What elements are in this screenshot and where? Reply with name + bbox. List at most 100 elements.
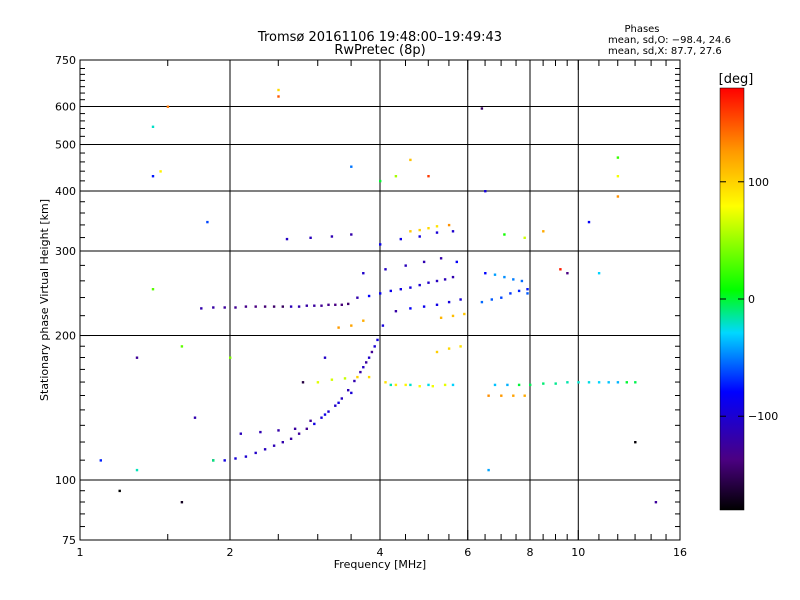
data-point bbox=[399, 237, 402, 241]
data-point bbox=[281, 305, 284, 308]
y-tick-label: 75 bbox=[62, 534, 76, 547]
data-point bbox=[480, 300, 484, 304]
data-point bbox=[301, 381, 305, 384]
data-point bbox=[529, 383, 532, 387]
y-tick-label: 200 bbox=[55, 330, 76, 343]
y-tick-labels: 75 100 200 300 400 500 600 750 bbox=[55, 54, 76, 547]
data-point bbox=[244, 455, 248, 458]
legend-line-o: mean, sd,O: −98.4, 24.6 bbox=[608, 35, 731, 46]
data-point bbox=[350, 391, 353, 395]
data-point bbox=[418, 228, 421, 232]
x-tick-labels: 1 2 4 6 8 10 16 bbox=[77, 546, 688, 559]
data-point bbox=[493, 383, 497, 387]
data-point bbox=[327, 303, 330, 306]
data-point bbox=[212, 306, 215, 309]
data-point bbox=[347, 389, 350, 392]
data-point bbox=[554, 382, 557, 385]
data-point bbox=[484, 272, 487, 275]
data-point bbox=[542, 382, 545, 385]
data-point bbox=[180, 501, 184, 504]
data-point bbox=[379, 292, 382, 295]
data-point bbox=[512, 278, 515, 281]
data-point bbox=[384, 268, 387, 271]
data-point bbox=[404, 383, 407, 387]
data-point bbox=[259, 430, 262, 434]
data-point bbox=[451, 275, 455, 279]
y-tick-label: 100 bbox=[55, 474, 76, 487]
data-point bbox=[447, 347, 451, 350]
data-point bbox=[376, 338, 379, 342]
data-point bbox=[263, 305, 267, 308]
data-point bbox=[443, 278, 447, 281]
data-point bbox=[654, 501, 658, 504]
data-point bbox=[313, 304, 316, 307]
x-tick-label: 2 bbox=[227, 546, 234, 559]
data-point bbox=[239, 432, 242, 435]
data-point bbox=[356, 375, 359, 379]
data-point bbox=[523, 394, 526, 397]
data-point bbox=[634, 381, 637, 384]
data-point bbox=[350, 165, 353, 168]
data-point bbox=[254, 305, 257, 308]
data-point bbox=[463, 312, 466, 316]
data-point bbox=[151, 175, 155, 178]
x-tick-label: 1 bbox=[77, 546, 84, 559]
data-point bbox=[435, 231, 439, 234]
data-point bbox=[566, 272, 569, 275]
data-point bbox=[542, 230, 545, 233]
data-point bbox=[277, 88, 280, 92]
data-point bbox=[587, 381, 591, 384]
data-point bbox=[343, 377, 347, 380]
data-point bbox=[334, 303, 337, 306]
data-point bbox=[394, 175, 398, 178]
data-point bbox=[229, 356, 232, 359]
data-point bbox=[381, 324, 385, 327]
data-point bbox=[367, 294, 371, 298]
data-point bbox=[512, 394, 515, 397]
data-point bbox=[309, 236, 312, 239]
data-point bbox=[234, 306, 237, 309]
data-point bbox=[234, 457, 237, 460]
data-point bbox=[394, 383, 398, 387]
y-tick-label: 600 bbox=[55, 101, 76, 114]
data-point bbox=[616, 156, 620, 159]
data-point bbox=[353, 379, 356, 383]
data-point bbox=[566, 381, 569, 384]
data-point bbox=[309, 419, 312, 422]
x-axis-label: Frequency [MHz] bbox=[334, 558, 426, 571]
chart-subtitle: RwPretec (8p) bbox=[334, 43, 425, 58]
data-point bbox=[320, 304, 323, 307]
legend-title: Phases bbox=[624, 24, 659, 35]
data-point bbox=[607, 381, 610, 384]
data-point bbox=[409, 230, 412, 233]
data-point bbox=[297, 432, 301, 435]
data-point bbox=[362, 366, 365, 369]
data-point bbox=[427, 175, 430, 178]
data-point bbox=[347, 302, 350, 306]
data-point bbox=[418, 283, 421, 287]
data-point bbox=[337, 326, 340, 329]
data-point bbox=[289, 305, 293, 308]
data-point bbox=[427, 383, 430, 387]
y-tick-label: 750 bbox=[55, 54, 76, 67]
data-point bbox=[272, 305, 276, 308]
data-point bbox=[404, 264, 407, 267]
data-point bbox=[409, 158, 412, 162]
data-point bbox=[418, 235, 421, 238]
y-tick-label: 500 bbox=[55, 139, 76, 152]
data-point bbox=[480, 107, 484, 110]
data-point bbox=[517, 289, 521, 293]
data-point bbox=[484, 190, 487, 193]
data-point bbox=[435, 350, 439, 354]
data-point bbox=[272, 444, 276, 447]
data-point bbox=[330, 235, 334, 238]
colorbar-tick-label: −100 bbox=[748, 410, 778, 423]
data-points bbox=[99, 88, 658, 504]
data-point bbox=[459, 298, 462, 301]
data-point bbox=[399, 288, 402, 291]
data-point bbox=[305, 304, 308, 307]
data-point bbox=[523, 236, 526, 239]
data-point bbox=[135, 356, 139, 359]
data-point bbox=[439, 257, 443, 260]
data-point bbox=[389, 289, 392, 293]
